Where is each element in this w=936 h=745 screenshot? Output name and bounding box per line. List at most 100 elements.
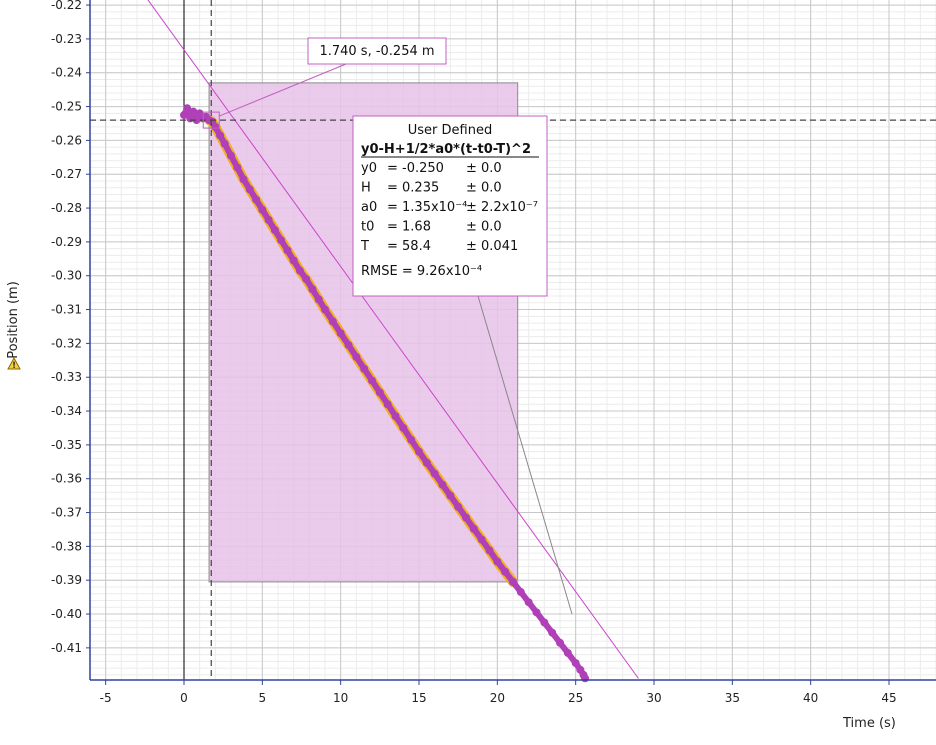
data-series [180, 104, 590, 683]
cursor-label: 1.740 s, -0.254 m [319, 44, 434, 59]
y-tick-label: -0.30 [51, 269, 82, 283]
y-axis-title: Position (m) [6, 281, 21, 359]
data-point [375, 388, 384, 397]
data-point [407, 435, 416, 444]
fit-line [147, 0, 639, 679]
data-point [277, 236, 286, 245]
fit-param-name: t0 [361, 220, 374, 235]
fit-param-name: H [361, 181, 371, 196]
data-point [477, 535, 486, 544]
data-point [563, 648, 572, 657]
y-tick-label: -0.38 [51, 539, 82, 553]
data-point [321, 305, 329, 314]
x-tick-label: 45 [881, 691, 896, 705]
data-point [399, 423, 408, 432]
data-point [183, 104, 192, 113]
fit-param-value: = 58.4 [387, 239, 431, 254]
data-point [189, 107, 198, 116]
data-point [211, 122, 220, 131]
data-point [446, 491, 455, 500]
data-point [233, 163, 242, 172]
x-tick-label: 0 [180, 691, 188, 705]
data-point [258, 205, 267, 214]
fit-param-name: y0 [361, 161, 377, 176]
data-point [360, 364, 369, 373]
y-tick-label: -0.41 [51, 641, 82, 655]
data-point [438, 480, 447, 489]
y-tick-label: -0.23 [51, 32, 82, 46]
y-tick-label: -0.35 [51, 438, 82, 452]
data-point [532, 608, 541, 617]
data-point [245, 185, 254, 194]
fit-param-name: a0 [361, 200, 377, 215]
data-point [430, 469, 439, 478]
fit-param-error: ± 0.0 [466, 181, 502, 196]
x-axis-title: Time (s) [842, 716, 896, 731]
y-tick-label: -0.32 [51, 336, 82, 350]
y-tick-label: -0.27 [51, 167, 82, 181]
fit-param-error: ± 0.0 [466, 161, 502, 176]
y-tick-label: -0.34 [51, 404, 82, 418]
fit-box-equation: y0-H+1/2*a0*(t-t0-T)^2 [361, 142, 531, 157]
data-point [252, 195, 261, 204]
data-point [454, 502, 463, 511]
fit-param-value: = 0.235 [387, 181, 439, 196]
warning-icon[interactable]: ! [7, 356, 21, 371]
data-point [415, 447, 423, 456]
data-point [540, 618, 549, 627]
data-point [295, 266, 304, 275]
cursor-marker [202, 111, 220, 129]
data-point [328, 317, 337, 326]
data-point [220, 139, 229, 148]
x-tick-label: 40 [803, 691, 818, 705]
cursor-crosshair[interactable]: 1.740 s, -0.254 m [90, 0, 936, 680]
data-point [192, 116, 201, 125]
data-point [422, 458, 431, 467]
fit-param-error: ± 0.041 [466, 239, 518, 254]
data-point [501, 567, 510, 576]
y-tick-label: -0.40 [51, 607, 82, 621]
x-tick-label: 30 [646, 691, 661, 705]
fit-param-value: = 1.35x10⁻⁴ [387, 200, 467, 215]
fit-param-name: T [360, 239, 369, 254]
x-tick-label: 25 [568, 691, 583, 705]
data-point [485, 546, 494, 555]
data-point [302, 275, 311, 284]
data-point [270, 226, 279, 235]
data-point [308, 285, 317, 294]
data-point [509, 577, 517, 586]
data-point [314, 295, 323, 304]
data-point [571, 659, 580, 668]
cursor-label-leader [219, 63, 347, 117]
fit-parameters-box[interactable]: User Defined y0-H+1/2*a0*(t-t0-T)^2 y0 = -0… [352, 115, 573, 615]
y-tick-label: -0.29 [51, 235, 82, 249]
data-point [227, 151, 235, 160]
svg-text:!: ! [12, 361, 16, 371]
data-point [391, 412, 400, 421]
data-point [493, 557, 502, 566]
y-tick-label: -0.39 [51, 573, 82, 587]
data-point [180, 111, 188, 120]
data-point [556, 638, 564, 647]
y-tick-label: -0.22 [51, 0, 82, 12]
x-tick-label: 15 [411, 691, 426, 705]
cursor-label-box [307, 37, 447, 65]
data-point [581, 674, 590, 683]
y-tick-label: -0.31 [51, 303, 82, 317]
data-point [462, 513, 470, 522]
data-point [383, 400, 392, 409]
data-point [548, 628, 557, 637]
x-tick-label: 10 [333, 691, 348, 705]
data-point [336, 329, 345, 338]
y-tick-label: -0.24 [51, 66, 82, 80]
fit-param-error: ± 2.2x10⁻⁷ [466, 200, 538, 215]
data-point [264, 215, 273, 224]
fit-box-title: User Defined [408, 123, 492, 138]
y-tick-label: -0.36 [51, 472, 82, 486]
y-tick-label: -0.28 [51, 201, 82, 215]
axes: -5 0 5 10 15 20 25 30 35 40 45 -0.22 -0.23 -0.24 -0.25… [51, 0, 936, 705]
y-tick-label: -0.25 [51, 100, 82, 114]
data-point [352, 352, 361, 361]
y-tick-label: -0.37 [51, 506, 82, 520]
